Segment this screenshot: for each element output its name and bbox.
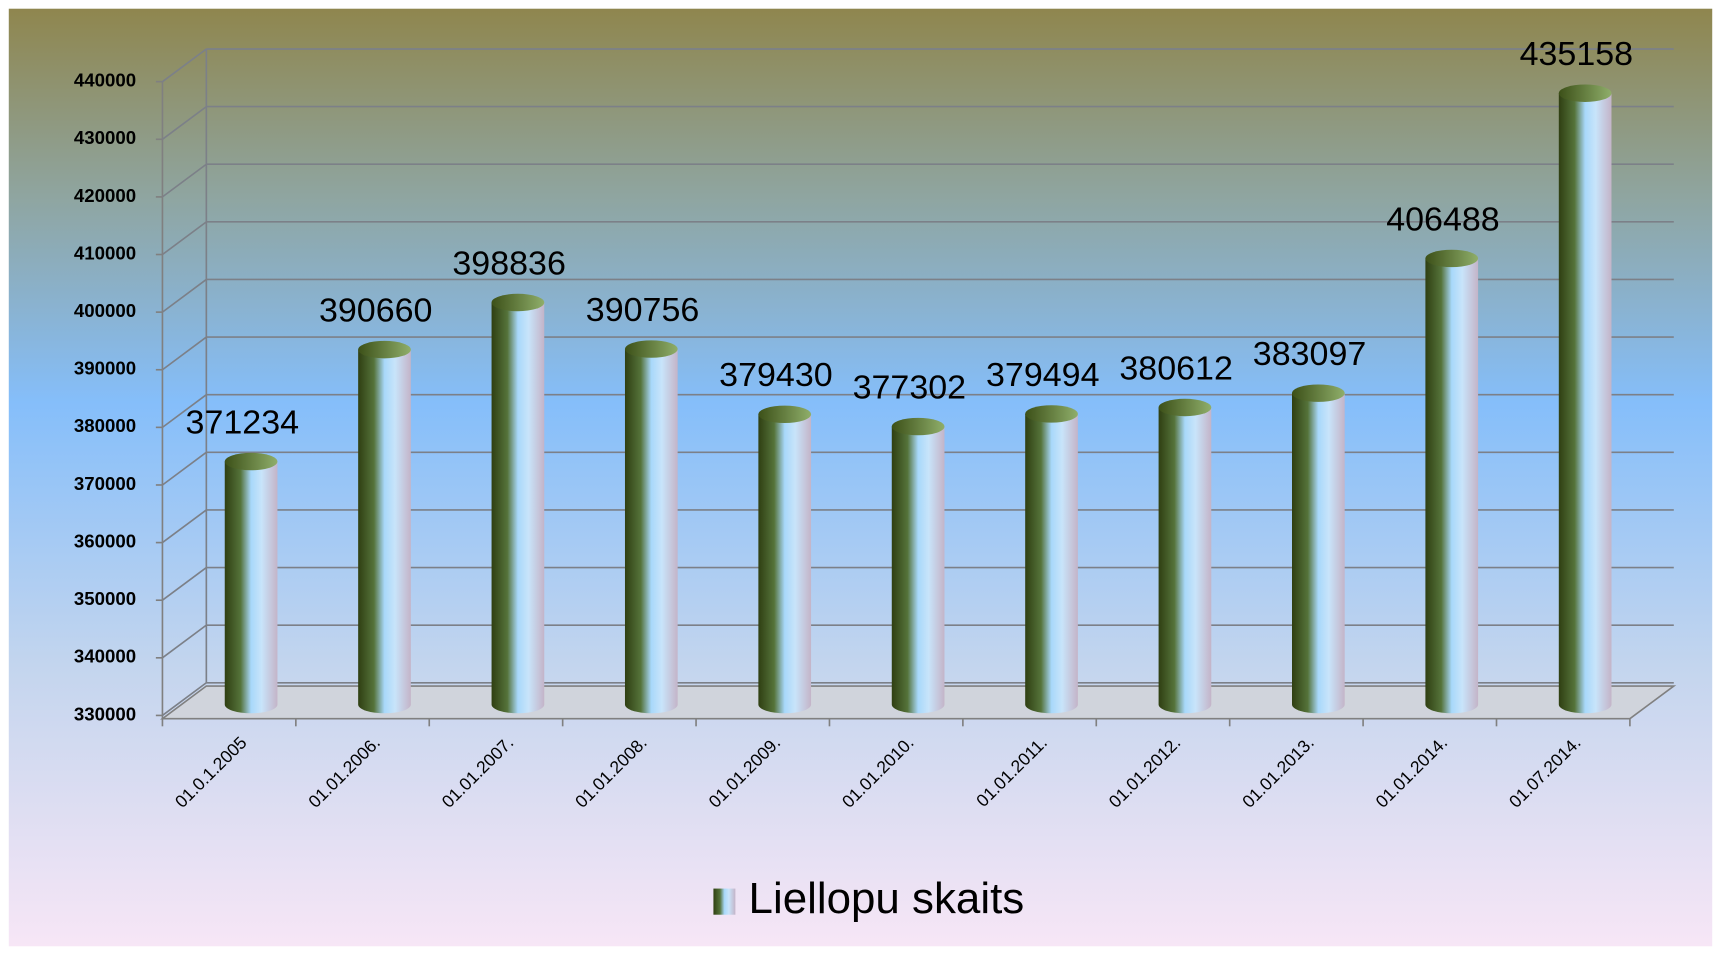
bar-cap [891,417,945,436]
grid-line-side [161,163,207,198]
bar [491,302,545,714]
bar [1425,258,1479,714]
bar [891,426,945,714]
value-label: 390756 [586,291,699,329]
grid-line-side [161,394,207,429]
value-label: 379494 [986,356,1099,394]
value-label: 398836 [452,245,565,283]
grid-line-side [161,682,207,717]
y-tick-label: 360000 [74,531,136,552]
y-tick-label: 420000 [74,185,136,206]
value-label: 380612 [1119,350,1232,388]
bar [1025,413,1078,714]
bar [1558,93,1612,714]
bar [758,414,812,714]
grid-line-side [161,624,207,659]
bar-cap [358,340,411,359]
y-tick-label: 440000 [74,70,136,91]
value-label: 379430 [719,356,832,394]
grid-line-side [161,509,207,544]
y-tick-label: 340000 [74,646,136,667]
y-tick-label: 380000 [74,415,136,436]
grid-line-side [161,451,207,486]
grid-line-side [161,336,207,371]
bar-cap [224,452,278,471]
grid-line-side [161,48,207,83]
bar-cap [1425,249,1479,268]
legend-swatch [713,888,736,915]
value-label: 390660 [319,292,432,330]
bar [624,349,678,714]
legend-label: Liellopu skaits [749,874,1025,923]
grid-line-side [161,278,207,313]
y-tick-label: 430000 [74,127,136,148]
y-tick-label: 330000 [74,703,136,724]
grid-line-side [161,221,207,256]
y-tick-label: 390000 [74,358,136,379]
bar-cap [1158,398,1212,417]
value-label: 371234 [186,404,299,442]
bar-cap [1291,384,1345,402]
grid-line-side [161,566,207,601]
bar [1291,393,1345,714]
grid-line-side [161,105,207,140]
y-tick-label: 370000 [74,473,136,494]
bar-cap [624,340,678,358]
bar-cap [491,293,545,312]
bar [1158,407,1212,714]
y-tick-label: 400000 [74,300,136,321]
bar-cap [758,405,812,424]
bar [224,461,278,714]
bar [358,349,411,714]
bar-cap [1558,84,1612,102]
value-label: 383097 [1253,335,1366,373]
y-tick-label: 350000 [74,588,136,609]
y-tick-label: 410000 [74,242,136,263]
value-label: 377302 [853,369,966,407]
bar-cap [1025,405,1078,423]
value-label: 435158 [1520,35,1633,73]
value-label: 406488 [1386,200,1499,238]
